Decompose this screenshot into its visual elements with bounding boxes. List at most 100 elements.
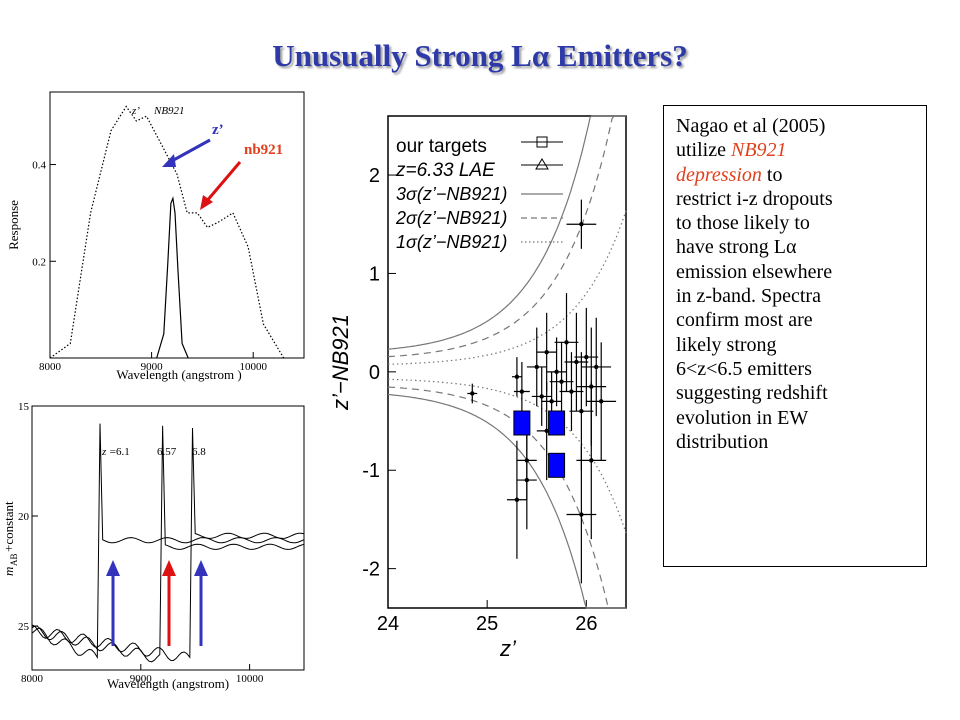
z-band-response-curve	[49, 105, 285, 359]
sigma-curve-2σ-down	[387, 386, 626, 609]
main-xtick-label: 24	[377, 613, 399, 635]
sigma-curves	[387, 115, 627, 609]
note-line-14: distribution	[676, 430, 769, 453]
nb921-response-curve	[156, 196, 189, 359]
z-prime-annotation: z’	[212, 122, 224, 138]
lae-point	[581, 317, 612, 417]
top-ylabel: Response	[6, 200, 21, 250]
note-line-3: depression to	[676, 163, 917, 187]
bottom-plot-frame	[31, 405, 305, 671]
color-magnitude-svg: 24 25 26 -2 -1 0 1 2 our targets z=6.33 LAE 3σ(…	[328, 115, 627, 661]
note-line-8: in z-band. Spectra	[676, 285, 821, 308]
top-xtick-label: 8000	[39, 361, 62, 373]
legend-2sigma: 2σ(z’−NB921)	[395, 208, 507, 228]
top-xtick-label: 10000	[239, 361, 267, 373]
redshift-labels: z = 6.1 6.57 6.8	[101, 446, 206, 458]
lae-point	[559, 352, 584, 431]
note-nb921-highlight: NB921	[730, 139, 787, 162]
note-line-6: have strong Lα	[676, 236, 797, 259]
lae-point	[549, 342, 574, 422]
legend-lae: z=6.33 LAE	[395, 160, 495, 181]
redshift-prefix: z =	[101, 446, 116, 458]
sigma-curve-3σ-up	[387, 115, 626, 350]
redshift-label-6-1: 6.1	[116, 446, 130, 458]
our-target-marker	[548, 410, 566, 436]
sigma-curve-2σ-up	[387, 115, 626, 358]
note-line-7: emission elsewhere	[676, 260, 833, 283]
lae-point	[566, 199, 597, 249]
lae-point	[511, 357, 522, 397]
our-target-marker	[513, 410, 531, 436]
bottom-ylabel-m: m	[4, 567, 16, 576]
lae-point	[566, 445, 597, 584]
top-legend-z: z’	[131, 105, 140, 117]
note-line-9: confirm most are	[676, 309, 813, 332]
spectrum-line	[31, 425, 305, 663]
top-ytick-label: 0.4	[32, 160, 46, 172]
main-ytick-label: 2	[369, 165, 380, 187]
note-line-13: evolution in EW	[676, 406, 809, 429]
our-target-marker	[548, 452, 566, 478]
model-spectra-chart: 8000 9000 10000 15 20 25 z = 6.1 6.57 6.8 Wav…	[1, 396, 308, 696]
filter-response-svg: 8000 9000 10000 0.2 0.4 z’ NB921 Wavelength …	[6, 91, 305, 382]
redshift-label-6-57: 6.57	[157, 446, 177, 458]
note-line-1: Nagao et al (2005)	[676, 115, 826, 137]
lae-point	[507, 440, 527, 559]
bottom-ylabel-suffix: +constant	[4, 501, 16, 552]
main-ylabel: z’−NB921	[332, 314, 353, 411]
spectra-lines	[31, 423, 305, 663]
lae-point	[536, 312, 557, 392]
red-arrow-middle-icon	[162, 560, 176, 646]
main-xlabel: z’	[499, 636, 517, 661]
note-depression-highlight: depression	[676, 163, 762, 186]
top-legend-nb: NB921	[153, 105, 185, 117]
blue-arrow-left-icon	[106, 560, 120, 646]
red-arrow-icon	[200, 161, 242, 210]
blue-arrow-icon	[162, 138, 211, 167]
note-line-4: restrict i-z dropouts	[676, 187, 833, 210]
blue-arrow-right-icon	[194, 560, 208, 646]
redshift-label-6-8: 6.8	[192, 446, 206, 458]
legend-3sigma: 3σ(z’−NB921)	[396, 184, 507, 204]
model-spectra-svg: 8000 9000 10000 15 20 25 z = 6.1 6.57 6.8 Wav…	[1, 401, 305, 691]
top-ytick-label: 0.2	[32, 256, 46, 268]
note-line-2: utilize NB921	[676, 138, 917, 162]
nb921-annotation: nb921	[244, 142, 283, 158]
bottom-ytick-label: 20	[18, 511, 30, 523]
bottom-ylabel: m AB +constant	[1, 501, 19, 576]
sigma-curve-3σ-down	[387, 393, 626, 609]
lae-point	[554, 293, 579, 392]
filter-response-chart: 8000 9000 10000 0.2 0.4 z’ NB921 Wavelength …	[4, 88, 308, 388]
lae-point	[526, 327, 547, 407]
color-magnitude-chart: 24 25 26 -2 -1 0 1 2 our targets z=6.33 LAE 3σ(…	[328, 100, 638, 674]
main-xtick-label: 25	[476, 613, 498, 635]
top-plot-frame	[49, 91, 305, 359]
spectrum-line	[31, 427, 305, 662]
bottom-xtick-label: 8000	[21, 673, 44, 685]
bottom-xtick-label: 9000	[130, 673, 153, 685]
main-xtick-label: 26	[575, 613, 597, 635]
main-ytick-label: -1	[362, 460, 380, 482]
main-plot-frame	[387, 115, 627, 609]
note-line-12: suggesting redshift	[676, 382, 828, 405]
main-ytick-label: 1	[369, 263, 380, 285]
sigma-curve-1σ-down	[387, 378, 627, 534]
note-line-3-suffix: to	[761, 163, 783, 186]
legend-our-targets: our targets	[396, 136, 487, 157]
chart-legend: our targets z=6.33 LAE 3σ(z’−NB921) 2σ(z…	[395, 136, 563, 252]
top-xlabel: Wavelength (angstrom )	[116, 367, 241, 382]
note-line-5: to those likely to	[676, 212, 810, 235]
lae-point	[531, 366, 552, 426]
bottom-ylabel-sub: AB	[9, 553, 19, 566]
legend-1sigma: 1σ(z’−NB921)	[396, 232, 507, 252]
lae-point	[467, 383, 478, 404]
note-line-10: likely strong	[676, 333, 777, 356]
spectrum-line	[31, 423, 305, 660]
bottom-xlabel: Wavelength (angstrom)	[107, 676, 229, 691]
note-text-box: Nagao et al (2005) utilize NB921 depress…	[663, 105, 927, 567]
slide-title: Unusually Strong Lα Emitters?	[272, 38, 688, 73]
legend-triangle-icon	[535, 158, 549, 170]
main-ytick-label: 0	[369, 362, 380, 384]
top-xtick-label: 9000	[141, 361, 164, 373]
note-line-11: 6<z<6.5 emitters	[676, 357, 812, 380]
